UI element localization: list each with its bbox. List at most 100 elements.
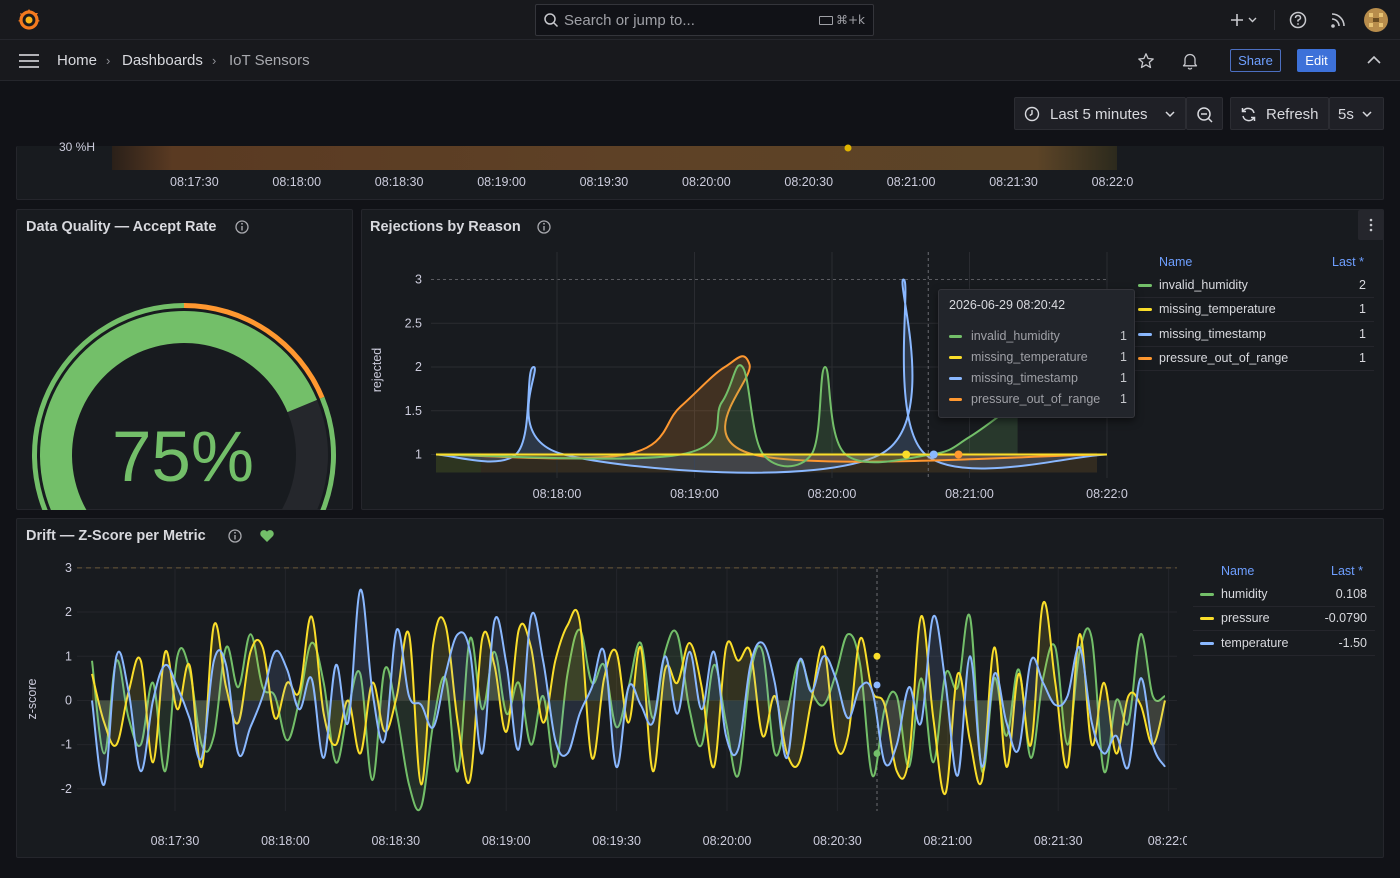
bell-icon[interactable] (1181, 51, 1199, 71)
star-icon[interactable] (1137, 52, 1155, 70)
user-avatar[interactable] (1364, 8, 1388, 32)
menu-icon[interactable] (18, 53, 40, 69)
time-range-label: Last 5 minutes (1050, 106, 1148, 123)
edit-button[interactable]: Edit (1297, 49, 1336, 72)
info-icon[interactable] (536, 219, 552, 235)
accept-rate-panel: Data Quality — Accept Rate 75% (16, 209, 353, 510)
x-tick-label: 08:17:30 (151, 834, 200, 848)
refresh-icon (1241, 107, 1256, 122)
zoom-out-button[interactable] (1186, 97, 1223, 130)
refresh-button[interactable]: Refresh (1230, 97, 1329, 130)
info-icon[interactable] (227, 528, 243, 544)
tooltip-value: 1 (1120, 329, 1127, 343)
panel-menu-button[interactable] (1358, 210, 1384, 240)
rejections-chart[interactable]: 3 2.5 2 1.5 1 08:18:00 08:19:00 08:20:00 08:21:0… (362, 210, 1132, 510)
tooltip-value: 1 (1120, 371, 1127, 385)
legend-item[interactable]: invalid_humidity 2 (1131, 274, 1374, 298)
legend-swatch (1200, 641, 1214, 645)
x-tick-label: 08:19:00 (482, 834, 531, 848)
tooltip-row: missing_temperature 1 (949, 349, 1129, 369)
legend-item[interactable]: temperature -1.50 (1193, 632, 1375, 656)
legend-swatch (1138, 332, 1152, 336)
panel-title[interactable]: Rejections by Reason (370, 219, 521, 235)
share-button[interactable]: Share (1230, 49, 1281, 72)
legend-swatch (1200, 617, 1214, 621)
legend-item[interactable]: missing_timestamp 1 (1131, 323, 1374, 347)
news-rss-icon[interactable] (1328, 8, 1350, 32)
legend-value: 1 (1359, 326, 1366, 341)
x-tick-label: 08:18:00 (533, 487, 582, 501)
legend-name-header[interactable]: Name (1221, 564, 1255, 578)
legend-value: -1.50 (1338, 635, 1368, 650)
y-tick-label: 3 (65, 561, 72, 575)
legend-last-header[interactable]: Last * (1332, 255, 1364, 269)
tooltip-row: pressure_out_of_range 1 (949, 391, 1129, 411)
x-tick-label: 08:18:00 (261, 834, 310, 848)
chevron-down-icon (1165, 111, 1175, 118)
chevron-up-icon[interactable] (1366, 54, 1382, 66)
legend-item[interactable]: pressure_out_of_range 1 (1131, 347, 1374, 371)
legend-item[interactable]: missing_temperature 1 (1131, 298, 1374, 323)
clock-icon (1024, 106, 1040, 122)
legend-value: 1 (1359, 302, 1366, 317)
y-tick-label: -2 (61, 782, 72, 796)
legend-last-header[interactable]: Last * (1331, 564, 1363, 578)
gauge-value-arc (40, 310, 318, 510)
search-input[interactable]: Search or jump to... ⌘+k (535, 4, 874, 36)
info-icon[interactable] (234, 219, 250, 235)
tooltip-value: 1 (1120, 350, 1127, 364)
new-plus-icon[interactable] (1228, 8, 1260, 32)
legend-value: 1 (1359, 350, 1366, 365)
hover-point (873, 681, 881, 689)
x-tick-label: 08:19:30 (579, 175, 629, 189)
more-vertical-icon (1369, 218, 1373, 232)
drift-panel: Drift — Z-Score per Metric 3 2 1 0 -1 -2 08:17… (16, 518, 1384, 858)
y-tick-label: 2.5 (405, 316, 422, 330)
x-tick-label: 08:20:00 (682, 175, 731, 189)
y-tick-label: -1 (61, 738, 72, 752)
series-line-pressure_out_of_range[interactable] (435, 355, 1108, 463)
legend-name: invalid_humidity (1159, 278, 1248, 292)
breadcrumb-home[interactable]: Home (57, 52, 98, 69)
tooltip-swatch (949, 356, 962, 359)
y-tick-label: 2 (65, 605, 72, 619)
heart-alert-icon[interactable] (259, 528, 275, 544)
topbar-divider (1274, 10, 1275, 30)
panel-title[interactable]: Drift — Z-Score per Metric (26, 528, 206, 544)
legend-name-header[interactable]: Name (1159, 255, 1193, 269)
chevron-right-icon: › (106, 53, 111, 68)
gauge-threshold-arc (32, 303, 184, 510)
y-tick-label: 2 (415, 360, 422, 374)
y-tick-label: 0 (65, 693, 72, 707)
x-tick-label: 08:19:30 (592, 834, 641, 848)
tooltip-swatch (949, 377, 962, 380)
hover-point (873, 750, 881, 758)
series-line-pressure[interactable] (91, 600, 1166, 795)
legend-item[interactable]: humidity 0.108 (1193, 583, 1375, 607)
accept-rate-gauge: 75% (32, 303, 337, 510)
help-icon[interactable] (1287, 8, 1309, 32)
tooltip-row: invalid_humidity 1 (949, 328, 1129, 348)
refresh-label: Refresh (1266, 106, 1319, 123)
panel-title[interactable]: Data Quality — Accept Rate (26, 219, 217, 235)
gauge-background-arc (281, 399, 328, 510)
legend-item[interactable]: pressure -0.0790 (1193, 607, 1375, 632)
search-shortcut: ⌘+k (818, 13, 865, 27)
heatmap-marker (844, 144, 852, 152)
search-placeholder: Search or jump to... (564, 12, 695, 29)
tooltip-value: 1 (1120, 392, 1127, 406)
series-line-temperature[interactable] (91, 588, 1166, 786)
series-line-missing_timestamp[interactable] (435, 278, 1108, 474)
chevron-right-icon: › (212, 53, 217, 68)
chevron-down-icon (1362, 111, 1372, 118)
x-tick-label: 08:22:0 (1091, 175, 1134, 189)
time-range-picker[interactable]: Last 5 minutes (1014, 97, 1186, 130)
x-tick-label: 08:18:00 (272, 175, 322, 189)
tooltip-name: missing_timestamp (971, 371, 1078, 385)
drift-chart[interactable]: 3 2 1 0 -1 -2 08:17:30 08:18:00 08:18:30 08:19:00… (17, 519, 1187, 857)
grafana-logo-icon[interactable] (16, 7, 42, 33)
breadcrumb-dashboards[interactable]: Dashboards (122, 52, 203, 69)
legend-value: -0.0790 (1324, 611, 1367, 626)
refresh-interval-picker[interactable]: 5s (1329, 97, 1384, 130)
hover-point (929, 450, 938, 459)
